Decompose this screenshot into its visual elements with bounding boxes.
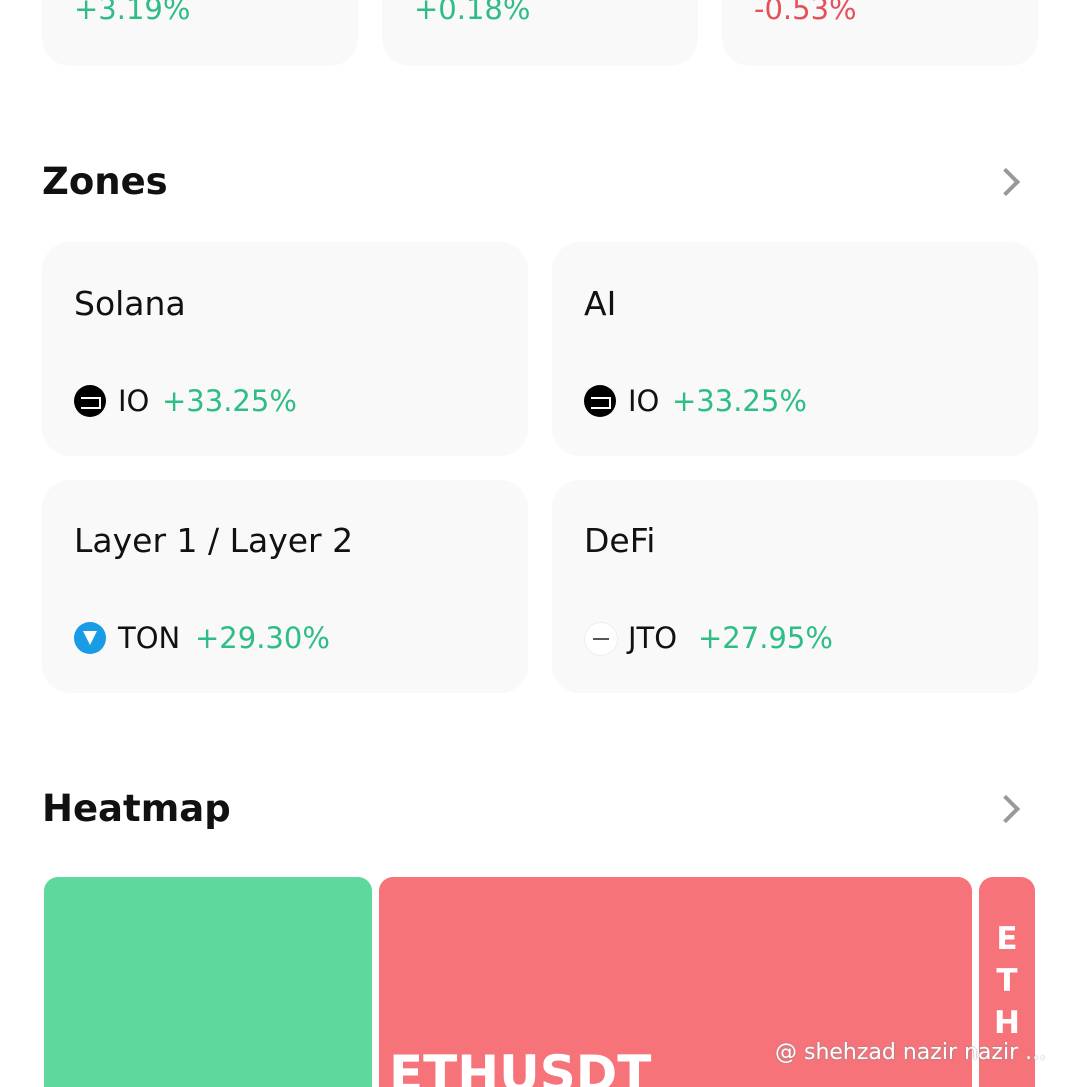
zone-name: Layer 1 / Layer 2 [74,521,354,560]
change: +0.18% [414,0,531,26]
change: +33.25% [672,384,807,418]
zone-card[interactable] [552,242,1038,456]
section-title: Heatmap [42,787,231,830]
change: +27.95% [698,621,833,655]
watermark: @ shehzad nazir nazir ... [775,1040,1047,1065]
coin: TON [118,621,181,655]
heatmap-tile[interactable] [44,877,372,1087]
coin-icon [584,385,616,417]
zone-card[interactable] [42,242,528,456]
coin-icon [584,622,618,656]
tile-label: ETHUSDT [389,1045,652,1087]
chevron[interactable] [991,794,1021,824]
change: -0.53% [754,0,857,26]
tile-label: ETH [989,921,1025,1047]
coin: IO [628,384,660,418]
market-card[interactable] [722,0,1038,66]
coin-icon [74,385,106,417]
coin: IO [118,384,150,418]
market-card[interactable] [382,0,698,66]
change: +3.19% [74,0,191,26]
zone-name: DeFi [584,521,656,560]
coin: JTO [628,621,678,655]
market-card[interactable] [42,0,358,66]
heatmap-tile[interactable]: ETH [979,877,1035,1087]
zone-card[interactable] [42,480,528,693]
change: +33.25% [162,384,297,418]
change: +29.30% [195,621,330,655]
zone-name: Solana [74,284,186,323]
chevron[interactable] [991,167,1021,197]
zone-card[interactable] [552,480,1038,693]
zone-name: AI [584,284,617,323]
coin-icon [74,622,106,654]
section-title: Zones [42,160,168,203]
